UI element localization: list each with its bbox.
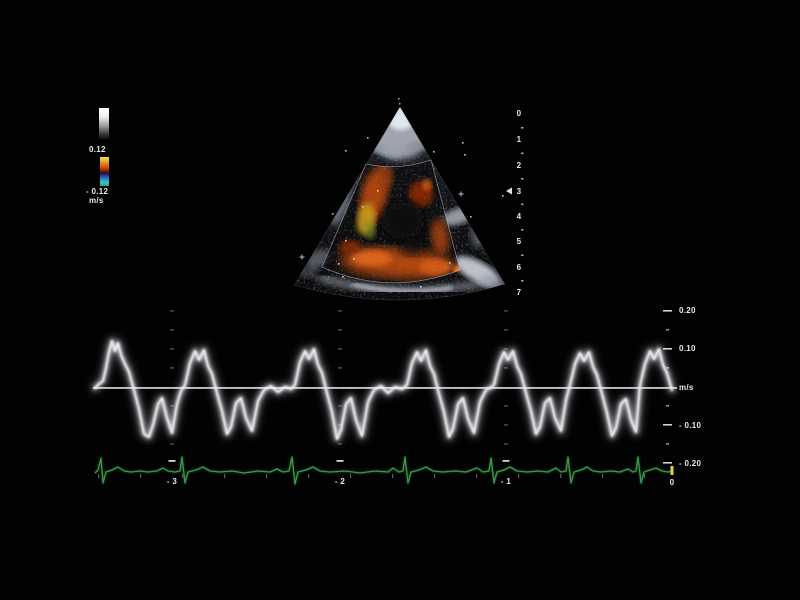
color-scale-unit-label: m/s	[89, 196, 104, 205]
depth-label-1: 1	[516, 135, 522, 144]
velocity-label-0: 0.20	[679, 306, 696, 315]
transducer-dots	[398, 98, 401, 105]
time-label-0: - 3	[166, 477, 178, 486]
depth-label-3: 3	[516, 187, 522, 196]
axis-ticks	[98, 127, 672, 478]
spectral-baseline	[93, 387, 677, 389]
doppler-spectral-trace	[90, 336, 677, 444]
velocity-unit-label: m/s	[679, 383, 694, 392]
color-scale-max-label: 0.12	[89, 145, 106, 154]
depth-focus-marker	[506, 187, 512, 195]
depth-label-2: 2	[516, 161, 522, 170]
color-doppler-roi	[322, 160, 460, 283]
grayscale-bar	[99, 108, 109, 139]
ecg-sweep-marker	[670, 466, 674, 475]
time-label-3: 0	[669, 478, 675, 487]
depth-label-6: 6	[516, 263, 522, 272]
color-scale-min-label: - 0.12	[86, 187, 109, 196]
ecg-trace	[94, 455, 674, 486]
depth-label-0: 0	[516, 109, 522, 118]
plus-markers	[299, 191, 464, 260]
depth-label-7: 7	[516, 288, 522, 297]
velocity-label-3: - 0.10	[679, 421, 702, 430]
time-label-1: - 2	[334, 477, 346, 486]
roi-outline	[321, 159, 461, 284]
depth-label-5: 5	[516, 237, 522, 246]
depth-label-4: 4	[516, 212, 522, 221]
velocity-label-1: 0.10	[679, 344, 696, 353]
color-doppler-scale-bar	[100, 157, 109, 186]
time-label-2: - 1	[500, 477, 512, 486]
velocity-label-4: - 0.20	[679, 459, 702, 468]
sector-markers	[332, 137, 504, 288]
